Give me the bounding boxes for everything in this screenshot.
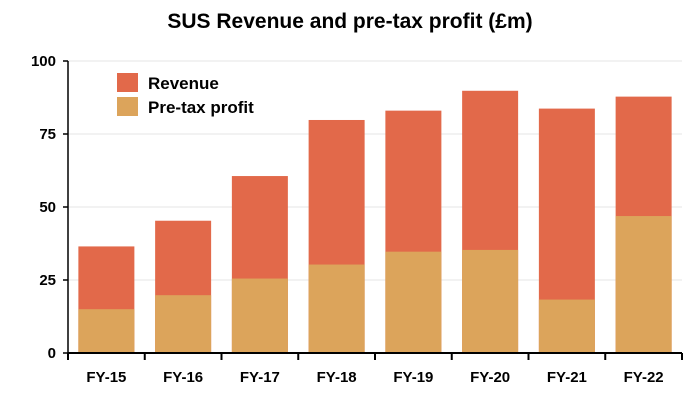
- bar-pre-tax-profit-fy-15: [78, 309, 135, 353]
- x-tick-label: FY-20: [470, 369, 510, 386]
- x-tick-label: FY-21: [547, 369, 587, 386]
- chart-title: SUS Revenue and pre-tax profit (£m): [167, 10, 533, 33]
- y-tick-label: 100: [31, 53, 56, 70]
- y-tick-label: 75: [39, 126, 56, 143]
- x-tick-label: FY-16: [163, 369, 203, 386]
- x-tick-label: FY-19: [393, 369, 433, 386]
- bar-pre-tax-profit-fy-17: [231, 278, 288, 353]
- y-tick-label: 25: [39, 272, 56, 289]
- x-tick-label: FY-15: [86, 369, 126, 386]
- x-tick-label: FY-18: [317, 369, 357, 386]
- legend: Revenue Pre-tax profit: [117, 73, 254, 117]
- bar-pre-tax-profit-fy-22: [615, 216, 672, 353]
- legend-swatch: [117, 73, 138, 92]
- bar-pre-tax-profit-fy-21: [538, 299, 595, 353]
- legend-swatch: [117, 97, 138, 116]
- y-tick-label: 50: [39, 199, 56, 216]
- bar-pre-tax-profit-fy-20: [462, 249, 519, 353]
- bar-pre-tax-profit-fy-16: [155, 295, 212, 353]
- legend-label: Revenue: [148, 74, 219, 93]
- x-tick-label: FY-17: [240, 369, 280, 386]
- axes: 0 25 50 75 100 FY-15 FY-16 FY-17 FY-18 FY-19 FY-20…: [31, 53, 683, 386]
- bars: [78, 90, 672, 354]
- y-tick-label: 0: [48, 345, 56, 362]
- bar-pre-tax-profit-fy-18: [308, 264, 365, 353]
- x-tick-label: FY-22: [624, 369, 664, 386]
- legend-label: Pre-tax profit: [148, 98, 254, 117]
- bar-pre-tax-profit-fy-19: [385, 251, 442, 353]
